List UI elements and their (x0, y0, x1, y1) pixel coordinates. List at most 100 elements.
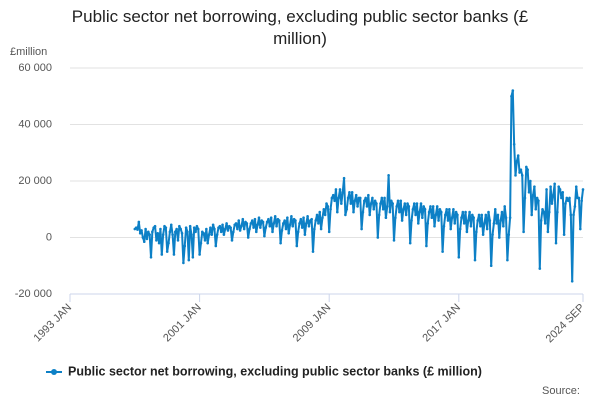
point (280, 229, 284, 232)
point (321, 216, 324, 220)
point (171, 233, 174, 236)
point (195, 224, 199, 228)
point (580, 199, 583, 203)
point (550, 202, 554, 205)
point (499, 219, 502, 222)
point (137, 220, 141, 224)
y-tick-label: 0 (46, 231, 52, 243)
point (198, 253, 201, 256)
point (261, 220, 265, 224)
point (562, 233, 566, 236)
point (507, 233, 511, 236)
point (503, 205, 507, 208)
point (430, 216, 434, 220)
point (174, 230, 177, 234)
point (165, 250, 169, 253)
x-tick-label: 2001 JAN (161, 302, 204, 345)
point (144, 227, 147, 231)
point (187, 258, 191, 262)
point (210, 233, 214, 236)
point (145, 237, 149, 241)
point (458, 227, 462, 231)
point (572, 213, 575, 217)
point (269, 216, 273, 220)
point (380, 196, 384, 200)
point (282, 222, 285, 225)
point (530, 213, 533, 217)
point (325, 202, 328, 205)
point (275, 224, 278, 228)
point (445, 207, 448, 211)
point (194, 230, 197, 234)
point (367, 193, 370, 197)
point (422, 205, 426, 208)
point (379, 202, 382, 205)
point (348, 191, 351, 194)
point (423, 207, 427, 211)
point (475, 230, 478, 234)
point (529, 179, 532, 183)
point (408, 241, 412, 245)
point (383, 196, 386, 200)
point (491, 233, 494, 236)
point (577, 196, 581, 200)
point (259, 226, 262, 229)
point (574, 185, 578, 188)
point (398, 210, 401, 214)
point (568, 196, 571, 200)
point (381, 207, 385, 211)
point (502, 224, 505, 228)
point (161, 233, 165, 236)
point (182, 261, 185, 265)
point (431, 205, 435, 208)
point (376, 236, 380, 239)
point (164, 226, 168, 229)
point (368, 213, 372, 217)
point (299, 217, 303, 221)
point (438, 207, 442, 211)
point (520, 174, 524, 177)
point (564, 202, 567, 205)
point (483, 222, 486, 225)
point (296, 230, 300, 234)
point (539, 219, 543, 222)
point (353, 199, 357, 203)
point (206, 241, 209, 245)
y-tick-label: 20 000 (18, 175, 52, 187)
point (254, 230, 258, 234)
point (508, 216, 512, 220)
x-tick-label: 2017 JAN (420, 302, 463, 345)
point (549, 185, 552, 188)
point (456, 213, 459, 217)
point (453, 222, 457, 225)
point (538, 267, 542, 270)
point (252, 226, 255, 229)
point (391, 202, 394, 205)
point (543, 222, 547, 225)
point (434, 213, 438, 217)
point (360, 227, 363, 231)
point (546, 230, 550, 234)
point (553, 182, 556, 186)
point (449, 227, 453, 231)
point (138, 231, 142, 235)
point (392, 239, 396, 242)
point (283, 219, 286, 222)
point (533, 185, 536, 188)
point (495, 222, 498, 225)
point (160, 253, 164, 256)
point (253, 217, 257, 221)
point (561, 191, 565, 194)
point (223, 227, 227, 231)
point (264, 226, 268, 229)
point (531, 193, 535, 197)
point (545, 188, 548, 191)
point (400, 219, 404, 222)
point (267, 217, 270, 221)
point (541, 207, 544, 211)
point (387, 174, 390, 177)
point (461, 210, 465, 214)
point (156, 231, 160, 235)
point (394, 216, 397, 220)
